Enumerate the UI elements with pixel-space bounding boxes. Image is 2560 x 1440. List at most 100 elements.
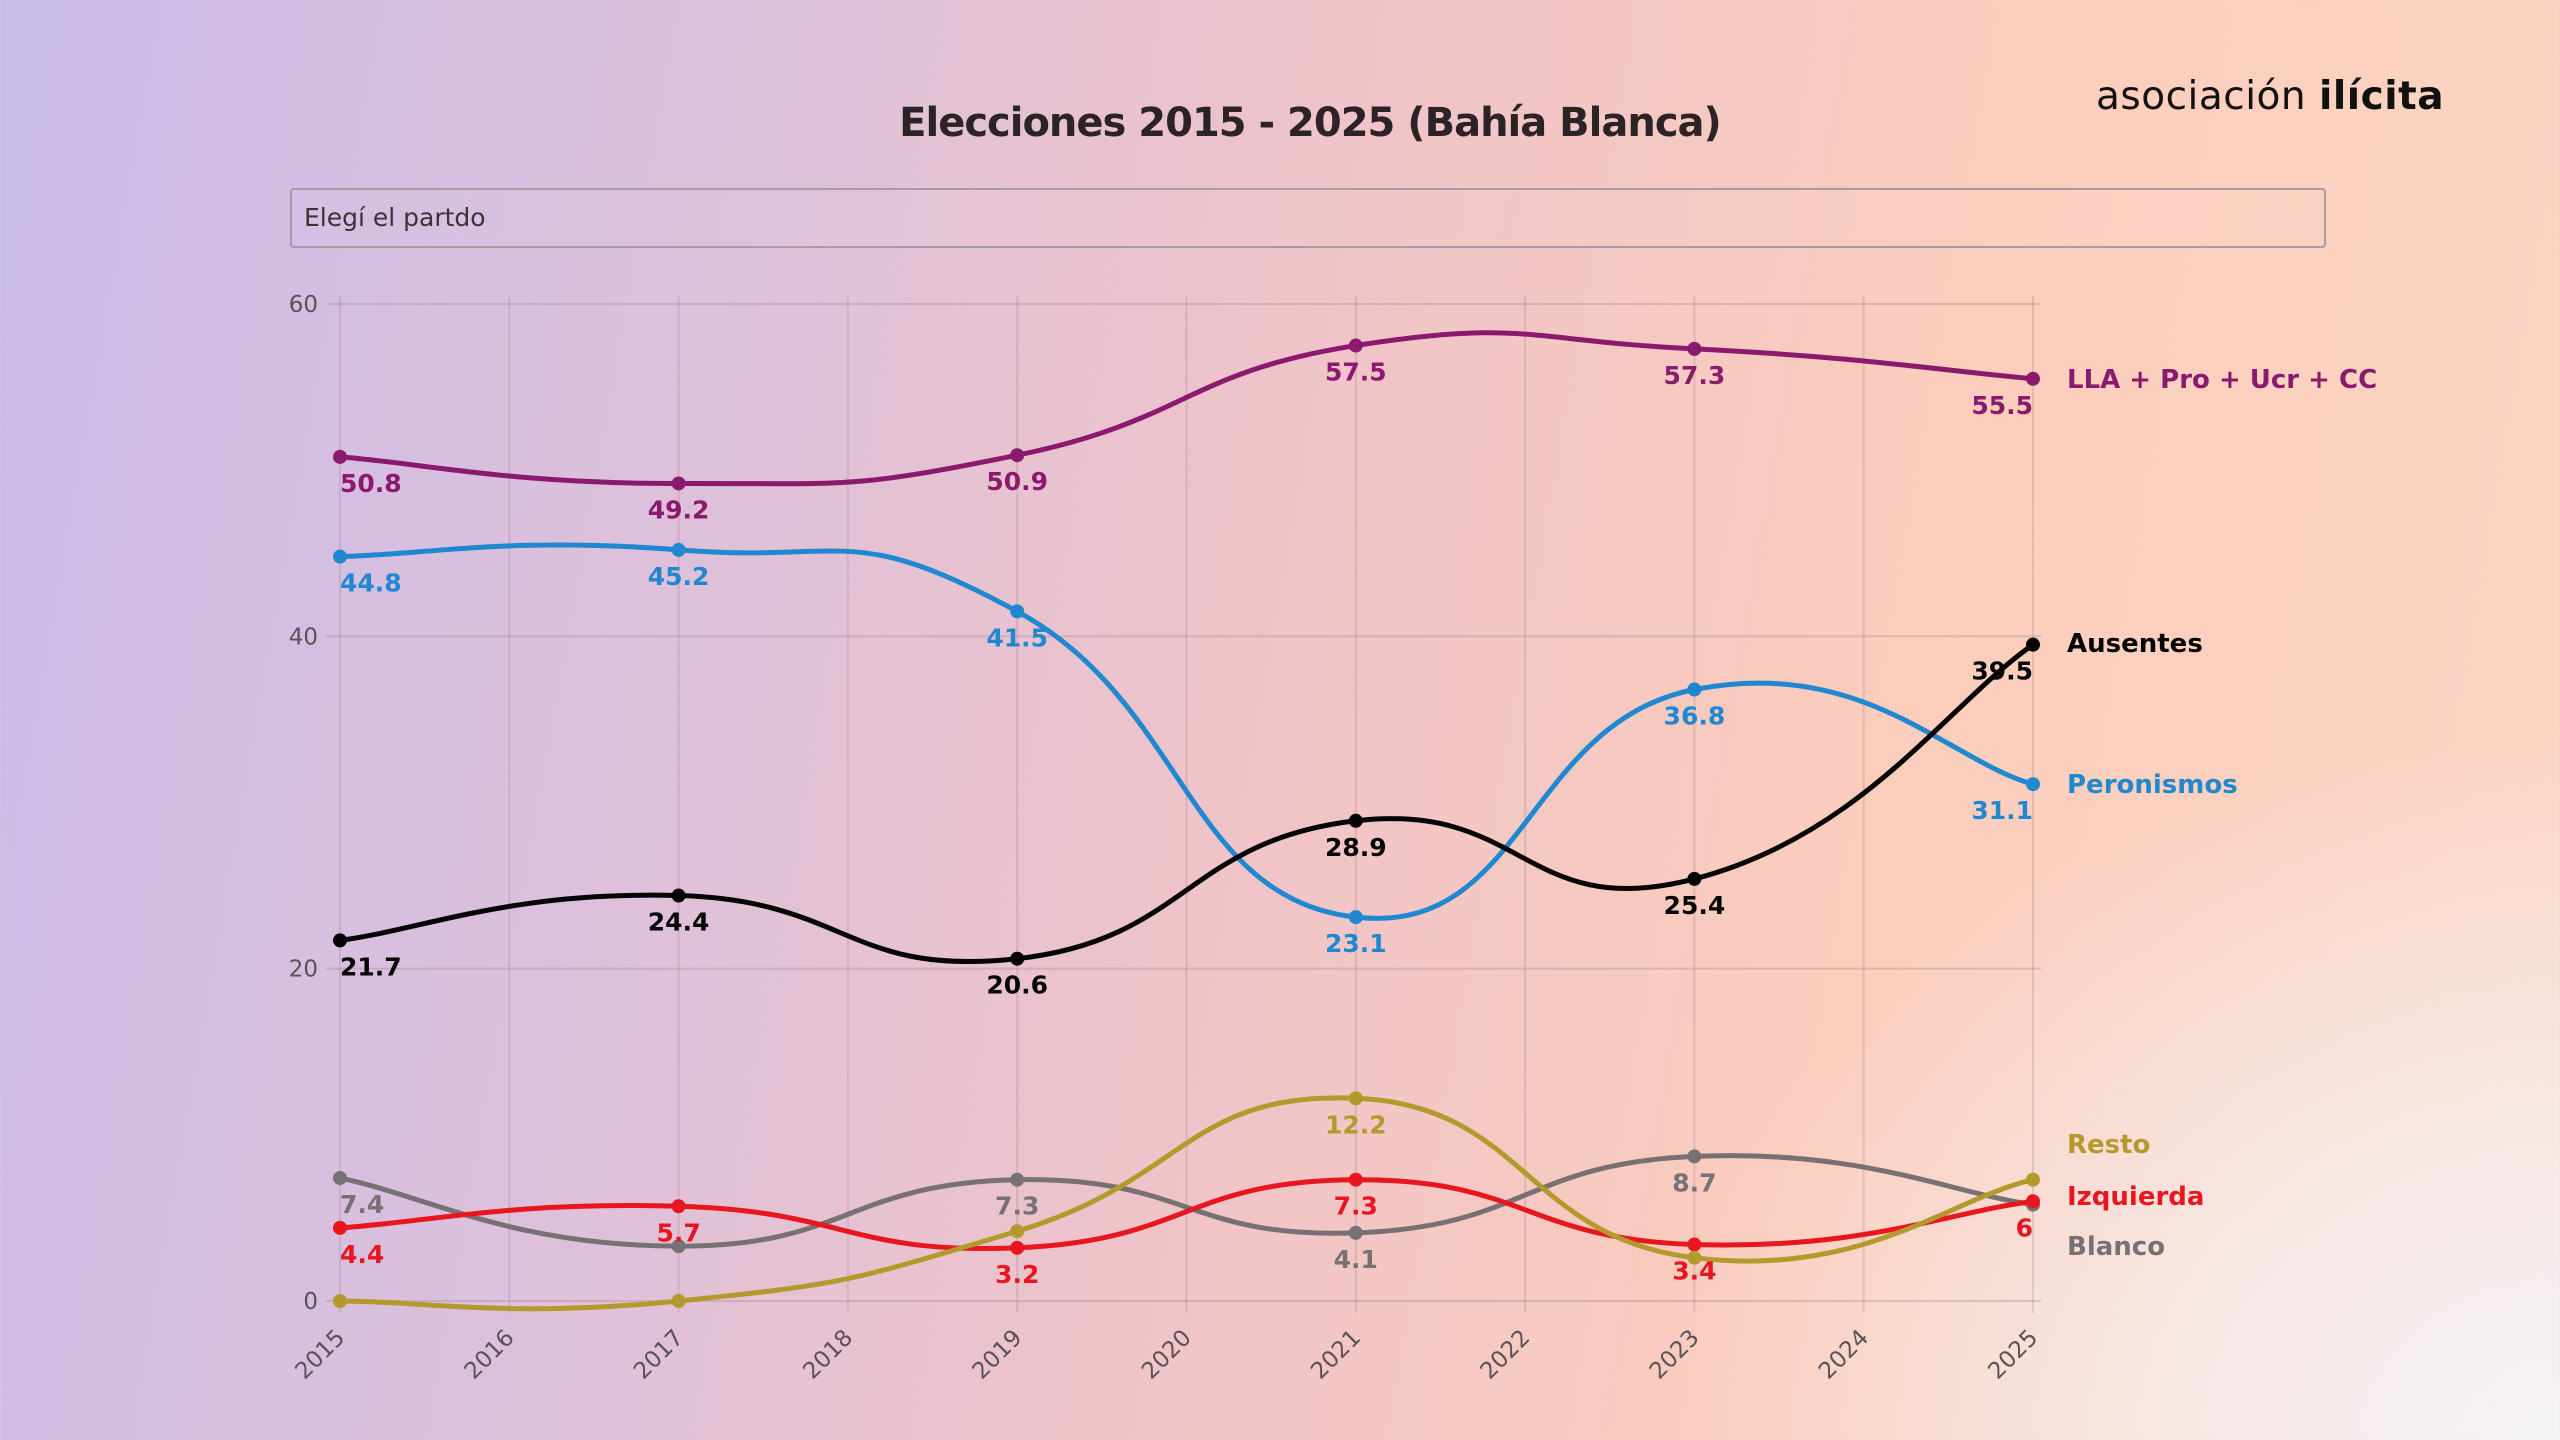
data-label: 6: [2016, 1213, 2033, 1242]
data-label: 44.8: [340, 569, 402, 598]
data-label: 57.3: [1664, 361, 1726, 390]
legend-label: Blanco: [2067, 1232, 2165, 1262]
data-label: 50.9: [986, 467, 1048, 496]
data-point: [1010, 1224, 1025, 1239]
x-tick-label: 2024: [1814, 1325, 1874, 1385]
x-tick-label: 2019: [968, 1325, 1028, 1385]
data-point: [2026, 371, 2040, 386]
data-point: [333, 1171, 347, 1186]
x-tick-label: 2025: [1983, 1325, 2043, 1385]
data-point: [671, 542, 686, 557]
series-line: [337, 542, 2036, 921]
x-tick-label: 2016: [460, 1325, 520, 1385]
legend-label: LLA + Pro + Ucr + CC: [2067, 365, 2377, 395]
data-point: [2026, 777, 2040, 792]
data-label: 21.7: [340, 952, 402, 981]
data-point: [333, 933, 347, 948]
data-label: 20.6: [986, 971, 1048, 1000]
data-label: 7.4: [340, 1190, 384, 1219]
data-label: 23.1: [1325, 929, 1387, 958]
grid-lines: [326, 296, 2041, 1313]
data-label: 4.1: [1334, 1245, 1378, 1274]
data-point: [1687, 1237, 1702, 1252]
data-label: 57.5: [1325, 358, 1387, 387]
data-label: 8.7: [1672, 1168, 1716, 1197]
data-point: [333, 549, 347, 564]
data-point: [1348, 813, 1363, 828]
data-label: 49.2: [648, 495, 710, 524]
data-labels: 50.8 49.2 50.9 57.5 57.3 55.5 21.7 24.4 20.6 28.9…: [340, 358, 2033, 1289]
y-tick-label: 40: [289, 624, 318, 650]
data-label: 28.9: [1325, 833, 1387, 862]
data-point: [1687, 341, 1702, 356]
data-point: [671, 476, 686, 491]
data-label: 12.2: [1325, 1110, 1387, 1139]
data-point: [671, 888, 686, 903]
data-point: [2026, 637, 2040, 652]
data-point: [1348, 1172, 1363, 1187]
x-tick-label: 2015: [290, 1325, 350, 1385]
series-line: [337, 642, 2036, 965]
brand-logo: asociación ilícita: [2096, 74, 2444, 119]
chart-title: Elecciones 2015 - 2025 (Bahía Blanca): [899, 100, 1722, 146]
data-label: 3.4: [1672, 1257, 1716, 1286]
data-point: [2026, 1172, 2040, 1187]
data-point: [1010, 951, 1025, 966]
data-label: 31.1: [1971, 796, 2033, 825]
y-tick-label: 20: [289, 957, 318, 983]
series-line: [337, 1095, 2036, 1312]
data-point: [1010, 1240, 1025, 1255]
data-label: 4.4: [340, 1240, 384, 1269]
data-point: [2026, 1194, 2040, 1209]
data-label: 45.2: [648, 562, 710, 591]
data-point: [1348, 1091, 1363, 1106]
series-line: [337, 330, 2036, 487]
data-label: 39.5: [1971, 657, 2033, 686]
data-label: 55.5: [1971, 391, 2033, 420]
data-point: [1687, 1149, 1702, 1164]
series-points: [333, 338, 2040, 1308]
y-tick-label: 60: [289, 292, 318, 318]
data-label: 24.4: [648, 908, 710, 937]
legend-label: Izquierda: [2067, 1182, 2204, 1212]
data-point: [1010, 604, 1025, 619]
data-point: [1687, 682, 1702, 697]
data-label: 5.7: [656, 1218, 700, 1247]
data-point: [671, 1199, 686, 1214]
legend-label: Ausentes: [2067, 629, 2203, 659]
data-label: 25.4: [1664, 891, 1726, 920]
x-tick-label: 2023: [1645, 1325, 1705, 1385]
data-point: [1010, 448, 1025, 463]
series-line: [337, 1177, 2036, 1251]
data-point: [671, 1294, 686, 1308]
data-label: 7.3: [1334, 1192, 1378, 1221]
data-point: [1348, 910, 1363, 925]
logo-bold-text: ilícita: [2319, 74, 2445, 119]
data-point: [1687, 1250, 1702, 1265]
series-line: [337, 1153, 2036, 1249]
x-tick-label: 2021: [1306, 1325, 1366, 1385]
series-end-labels: LLA + Pro + Ucr + CC Ausentes Peronismos Re…: [2067, 365, 2377, 1262]
data-point: [333, 1220, 347, 1235]
legend-label: Resto: [2067, 1130, 2150, 1160]
x-tick-label: 2018: [798, 1325, 858, 1385]
x-tick-label: 2020: [1137, 1325, 1197, 1385]
data-label: 41.5: [986, 623, 1048, 652]
data-point: [333, 449, 347, 464]
data-point: [1687, 871, 1702, 886]
party-select-dropdown[interactable]: Elegí el partdo: [290, 188, 2326, 248]
data-label: 50.8: [340, 469, 402, 498]
legend-label: Peronismos: [2067, 770, 2238, 800]
x-tick-label: 2022: [1476, 1325, 1536, 1385]
data-point: [333, 1294, 347, 1308]
logo-regular-text: asociación: [2096, 74, 2307, 119]
series-lines: [337, 330, 2036, 1312]
data-label: 36.8: [1664, 702, 1726, 731]
data-point: [1348, 1225, 1363, 1240]
data-point: [1010, 1172, 1025, 1187]
data-label: 7.3: [995, 1192, 1039, 1221]
y-tick-label: 0: [303, 1289, 318, 1315]
data-label: 3.2: [995, 1260, 1039, 1289]
data-point: [1348, 338, 1363, 353]
